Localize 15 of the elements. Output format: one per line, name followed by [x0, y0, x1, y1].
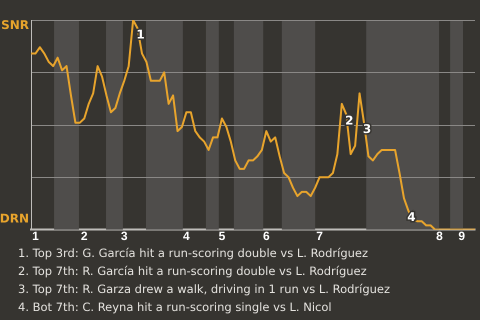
- x-tick-label: 8: [436, 229, 444, 244]
- text: DRN: [0, 212, 29, 226]
- text: 1. Top 3rd: G. García hit a run-scoring double vs L. Rodríguez: [18, 245, 370, 262]
- x-tick-label: 1: [32, 229, 40, 244]
- text: 3. Top 7th: R. Garza drew a walk, driving in 1 run vs L. Rodríguez: [18, 281, 390, 298]
- x-tick-label: 5: [218, 229, 226, 244]
- text: SNR: [1, 18, 29, 32]
- x-tick-label: 4: [183, 229, 190, 244]
- x-tick-label: 7: [316, 229, 324, 244]
- text: 4. Bot 7th: C. Reyna hit a run-scoring single vs L. Nicol: [18, 299, 333, 316]
- x-tick-label: 6: [262, 229, 270, 244]
- x-tick-label: 3: [120, 229, 128, 244]
- x-tick-label: 2: [80, 229, 88, 244]
- text: 2. Top 7th: R. García hit a run-scoring double vs L. Rodríguez: [18, 263, 368, 280]
- x-tick-label: 9: [458, 229, 466, 244]
